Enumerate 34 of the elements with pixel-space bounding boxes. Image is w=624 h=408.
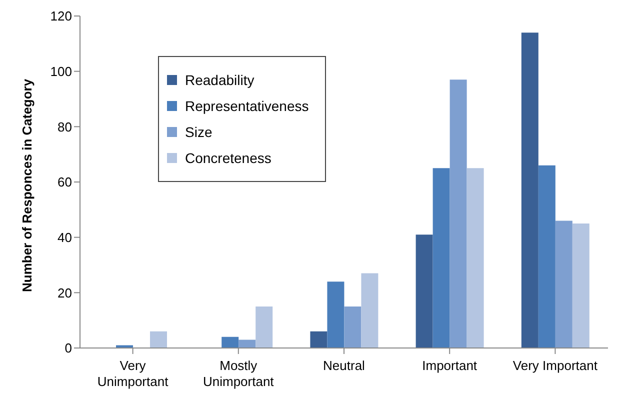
y-tick-label: 80 <box>58 119 72 134</box>
legend-label: Size <box>185 123 212 142</box>
bar <box>432 168 450 348</box>
x-tick-label: Neutral <box>323 358 366 373</box>
y-axis-title: Number of Responces in Category <box>20 78 35 292</box>
bar <box>327 282 344 348</box>
bar <box>572 224 590 348</box>
bar <box>344 306 362 348</box>
bar <box>555 220 572 348</box>
y-tick-label: 0 <box>64 340 72 356</box>
bar <box>416 234 433 348</box>
bar <box>222 336 239 348</box>
bar <box>538 165 556 348</box>
bar <box>238 340 256 348</box>
bar <box>361 273 378 348</box>
legend-label: Representativeness <box>185 97 309 116</box>
y-tick-label: 40 <box>58 230 72 245</box>
bar <box>256 306 273 348</box>
x-tick-label: Very Important <box>512 358 598 373</box>
legend-label: Concreteness <box>185 149 272 168</box>
x-tick-label: Mostly Unimportant <box>202 358 274 389</box>
bar <box>466 168 484 348</box>
y-tick-label: 120 <box>50 8 72 24</box>
legend-label: Readability <box>185 71 254 90</box>
y-tick-label: 60 <box>58 174 72 190</box>
bar <box>450 80 467 348</box>
x-tick-label: Important <box>422 358 478 373</box>
bar <box>150 331 168 348</box>
bar <box>310 331 328 348</box>
x-tick-label: Very Unimportant <box>97 358 169 389</box>
bar <box>521 32 538 348</box>
bar <box>116 345 134 348</box>
y-tick-label: 100 <box>50 64 72 79</box>
y-tick-label: 20 <box>58 285 72 300</box>
